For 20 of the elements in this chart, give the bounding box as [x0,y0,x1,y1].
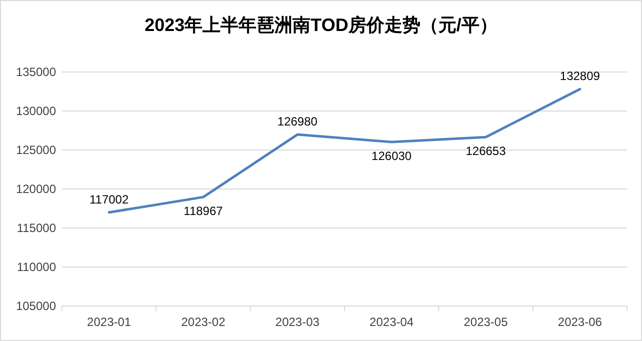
y-tick-label: 115000 [16,221,56,235]
x-tick-label: 2023-05 [464,315,508,329]
y-tick-label: 120000 [16,182,56,196]
x-tick-label: 2023-03 [275,315,320,329]
data-label: 126980 [277,114,318,129]
y-tick-label: 135000 [16,65,56,79]
chart-title: 2023年上半年琶洲南TOD房价走势（元/平） [144,15,498,35]
x-tick-label: 2023-06 [558,315,602,329]
y-tick-label: 110000 [16,260,56,274]
y-tick-label: 130000 [16,104,56,118]
data-label: 132809 [560,69,600,84]
x-tick-label: 2023-04 [370,315,414,329]
x-tick-label: 2023-02 [181,315,226,329]
data-label: 126653 [466,144,506,158]
x-tick-label: 2023-01 [87,315,132,329]
data-label: 117002 [90,192,129,206]
data-label: 126030 [372,148,412,163]
y-tick-label: 125000 [16,143,56,157]
data-label: 118967 [184,204,224,218]
y-tick-label: 105000 [16,299,56,313]
